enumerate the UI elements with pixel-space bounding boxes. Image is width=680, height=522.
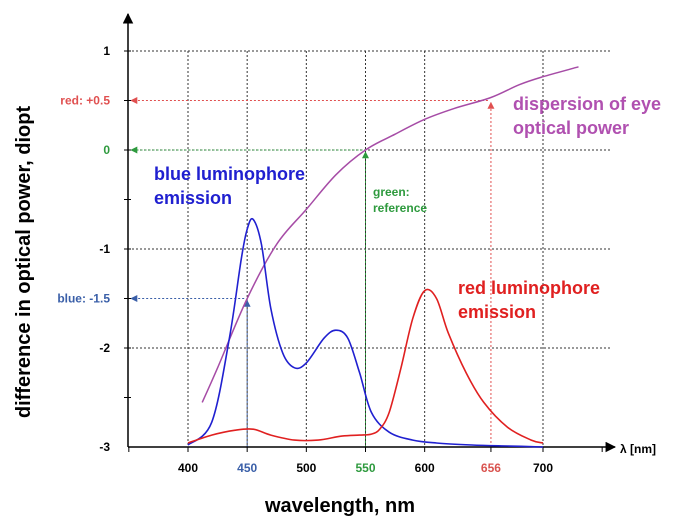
x-tick-label: 500 — [296, 461, 316, 475]
y-tick-label: blue: -1.5 — [57, 292, 110, 306]
red-emission-annotation: red luminophore — [458, 278, 600, 298]
dispersion-annotation: optical power — [513, 118, 629, 138]
annotations: dispersion of eye optical power blue lumin… — [154, 94, 661, 322]
y-tick-label: 0 — [103, 143, 110, 157]
axes — [122, 12, 617, 453]
guide-arrows — [130, 97, 495, 447]
x-tick-label: 450 — [237, 461, 257, 475]
series-line-red — [187, 288, 544, 444]
series-line-dispersion — [201, 66, 579, 403]
x-axis-label: wavelength, nm — [264, 495, 415, 517]
y-tick-label: -1 — [99, 242, 110, 256]
blue-emission-annotation: blue luminophore — [154, 164, 305, 184]
blue-emission-annotation: emission — [154, 188, 232, 208]
x-tick-label: 600 — [415, 461, 435, 475]
x-tick-label: 656 — [481, 461, 501, 475]
series-line-blue — [187, 217, 544, 448]
x-unit-label: λ [nm] — [620, 442, 656, 456]
red-emission-annotation: emission — [458, 302, 536, 322]
y-tick-label: -2 — [99, 341, 110, 355]
y-tick-label: -3 — [99, 440, 110, 454]
x-tick-label: 400 — [178, 461, 198, 475]
green-reference-annotation: reference — [373, 201, 427, 215]
tick-labels: 400 450 500 550 600 656 700 1 red: +0.5 0 -1 blue: … — [57, 44, 553, 475]
series-group — [187, 66, 579, 448]
green-reference-annotation: green: — [373, 185, 410, 199]
x-tick-label: 700 — [533, 461, 553, 475]
y-tick-label: 1 — [103, 44, 110, 58]
y-axis-label: difference in optical power, diopt — [13, 106, 35, 419]
x-tick-label: 550 — [355, 461, 375, 475]
dispersion-annotation: dispersion of eye — [513, 94, 661, 114]
y-tick-label: red: +0.5 — [60, 94, 110, 108]
